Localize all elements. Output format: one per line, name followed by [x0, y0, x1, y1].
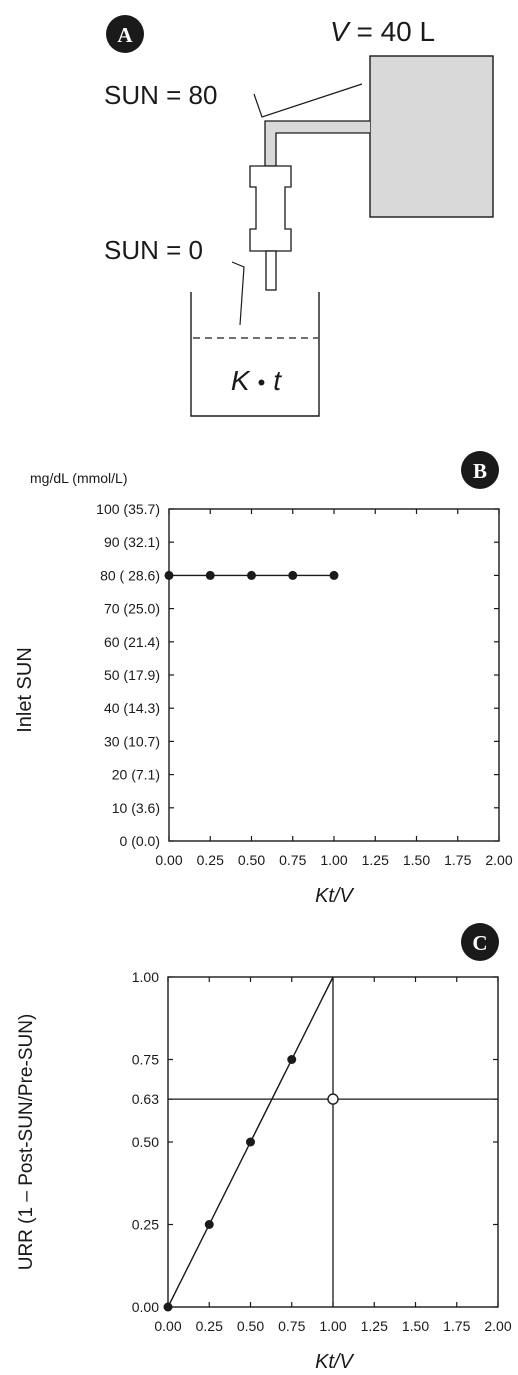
y-tick-label: 60 (21.4)	[104, 634, 160, 650]
x-tick-label: 0.75	[279, 852, 306, 868]
x-tick-label: 0.00	[155, 852, 182, 868]
x-tick-label: 2.00	[485, 852, 512, 868]
x-tick-label: 1.00	[319, 1318, 346, 1334]
y-tick-label: 0.00	[132, 1299, 159, 1315]
x-tick-label: 1.25	[362, 852, 389, 868]
c-data-point	[246, 1137, 255, 1147]
badge-c-circle	[461, 923, 499, 961]
c-data-point	[204, 1220, 214, 1229]
panel-a: A V = 40 L SUN = 80 SUN = 0 K • t	[104, 15, 494, 417]
y-tick-label: 0.75	[132, 1052, 159, 1068]
c-data-point	[163, 1302, 173, 1312]
sun-out-leader	[231, 261, 245, 326]
y-tick-label: 0.25	[132, 1217, 159, 1233]
badge-a-circle	[106, 15, 144, 53]
c-ticks: 0.00 0.25 0.50 0.75 1.00 1.25 1.50 1.75 2.00 0.00…	[132, 969, 512, 1334]
x-tick-label: 0.50	[237, 1318, 264, 1334]
tank	[369, 55, 494, 218]
volume-label: V = 40 L	[330, 16, 435, 47]
y-tick-label: 50 (17.9)	[104, 667, 160, 683]
c-data-point	[287, 1055, 297, 1064]
clearance-k: K	[231, 365, 251, 396]
b-data-point	[247, 570, 256, 580]
x-tick-label: 0.25	[196, 1318, 223, 1334]
c-x-title: Kt/V	[315, 1351, 354, 1373]
y-tick-label: 0.63	[132, 1091, 159, 1107]
x-tick-label: 2.00	[484, 1318, 511, 1334]
x-tick-label: 1.50	[402, 1318, 429, 1334]
badge-c-label: C	[472, 931, 487, 955]
y-tick-label: 20 (7.1)	[112, 767, 160, 783]
dialyzer	[249, 165, 292, 252]
y-tick-label: 90 (32.1)	[104, 534, 160, 550]
clearance-dot: •	[258, 370, 266, 395]
badge-b-label: B	[473, 459, 487, 483]
panel-c: C 0.00 0.25 0.50 0.75 1.00 1.25 1.50 1.75 2.000.…	[16, 923, 512, 1373]
b-data-point	[205, 570, 215, 580]
b-data-point	[329, 570, 339, 580]
volume-rest: = 40 L	[349, 16, 435, 47]
x-tick-label: 1.75	[443, 1318, 470, 1334]
y-tick-label: 0.50	[132, 1134, 159, 1150]
clearance-t: t	[273, 365, 282, 396]
y-tick-label: 40 (14.3)	[104, 700, 160, 716]
y-tick-label: 80 ( 28.6)	[100, 567, 160, 583]
y-tick-label: 1.00	[132, 969, 159, 985]
pipe	[264, 120, 370, 167]
badge-a-label: A	[117, 23, 133, 47]
b-data-point	[164, 570, 174, 580]
clearance-label: K • t	[231, 365, 282, 396]
c-highlight-point	[327, 1093, 339, 1105]
basin	[190, 292, 320, 417]
x-tick-label: 0.50	[238, 852, 265, 868]
x-tick-label: 1.25	[361, 1318, 388, 1334]
x-tick-label: 1.50	[403, 852, 430, 868]
x-tick-label: 0.75	[278, 1318, 305, 1334]
x-tick-label: 1.75	[444, 852, 471, 868]
c-y-title: URR (1 – Post-SUN/Pre-SUN)	[16, 1014, 37, 1271]
x-tick-label: 0.00	[154, 1318, 181, 1334]
y-tick-label: 0 (0.0)	[120, 833, 160, 849]
panel-b: mg/dL (mmol/L) B 0.00 0.25 0.50 0.75 1.00 1.2…	[14, 451, 513, 907]
b-marks	[164, 570, 339, 580]
outlet-tube	[265, 250, 277, 291]
sun-in-label: SUN = 80	[104, 80, 217, 110]
sun-in-leader	[253, 83, 363, 118]
unit-label: mg/dL (mmol/L)	[30, 470, 128, 486]
badge-b-circle	[461, 451, 499, 489]
b-y-title: Inlet SUN	[14, 647, 36, 733]
y-tick-label: 70 (25.0)	[104, 601, 160, 617]
y-tick-label: 100 (35.7)	[96, 501, 160, 517]
b-data-point	[288, 570, 298, 580]
sun-out-label: SUN = 0	[104, 235, 203, 265]
volume-var: V	[330, 16, 351, 47]
x-tick-label: 0.25	[197, 852, 224, 868]
y-tick-label: 10 (3.6)	[112, 800, 160, 816]
y-tick-label: 30 (10.7)	[104, 733, 160, 749]
b-ticks: 0.00 0.25 0.50 0.75 1.00 1.25 1.50 1.75 2.00 0 (0…	[96, 501, 513, 868]
b-x-title: Kt/V	[315, 885, 354, 907]
x-tick-label: 1.00	[320, 852, 347, 868]
plot-frame-b	[168, 508, 500, 842]
c-marks	[163, 976, 498, 1312]
